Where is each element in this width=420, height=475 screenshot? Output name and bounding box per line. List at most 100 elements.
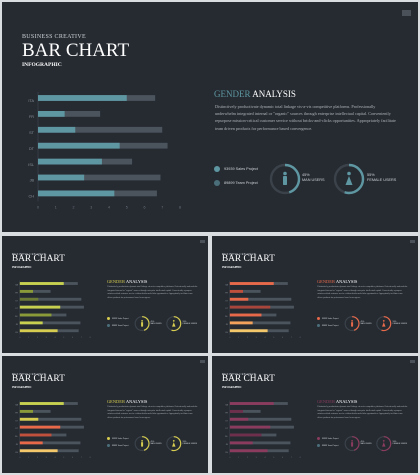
female-users-label: FEMALE USERS [392,323,408,326]
man-users-stat: 45% MAN USERS [151,321,162,326]
gender-analysis-heading: GENDER ANALYSIS [317,279,357,284]
man-users-pct: 45% [360,320,365,323]
description-paragraph: Distinctively productivate dynamic total… [317,405,408,419]
slide-subtitle: INFOGRAPHIC [221,385,242,389]
eyebrow-text: BUSINESS CREATIVE [11,251,47,256]
legend-label: 93939 Sales Project [111,437,129,440]
male-icon [351,442,354,447]
man-users-stat: 45% MAN USERS [302,173,325,183]
eyebrow-text: BUSINESS CREATIVE [221,371,257,376]
x-tick-label: 0 [19,337,20,339]
gender-analysis-heading: GENDER ANALYSIS [317,399,357,404]
bar-value [38,95,127,101]
man-users-pct: 45% [360,440,365,443]
female-icon [382,442,386,447]
slide-subtitle: INFOGRAPHIC [11,265,32,269]
bar-total [229,321,291,325]
legend-label: 93939 Sales Project [321,317,339,320]
eyebrow-text: BUSINESS CREATIVE [11,371,47,376]
category-label: ITA [15,404,19,407]
x-tick-label: 3 [256,337,257,339]
male-icon [283,176,287,185]
bar-total [229,297,292,301]
bar-total [229,441,291,445]
slide-5[interactable]: BUSINESS CREATIVE BAR CHART INFOGRAPHIC GEN… [212,356,418,473]
female-users-stat: 55% FEMALE USERS [183,441,197,446]
heading-word-2: ANALYSIS [252,89,296,99]
corner-mark [200,239,205,243]
category-label: FR [225,292,228,294]
legend-item: 93939 Sales Project [316,317,339,321]
female-gauge-arc [166,436,182,452]
bar-value [229,329,268,333]
category-label: FR [15,292,18,294]
legend-item: 93939 Sales Project [106,437,129,441]
x-tick-label: 2 [73,205,75,209]
female-users-label: FEMALE USERS [182,443,198,446]
x-tick-label: 3 [256,457,257,459]
bar-total [38,126,163,133]
legend-dot [316,317,320,321]
x-tick-label: 7 [161,205,163,209]
category-label: JB [16,444,19,446]
x-tick-label: 3 [46,457,47,459]
legend-label: 93939 Sales Project [224,167,258,171]
man-gauge-arc [134,436,150,452]
legend-item: 93939 Sales Project [106,317,129,321]
legend-dot [106,444,110,448]
legend-dot [316,324,320,328]
category-label: CH [29,195,35,199]
x-tick-label: 1 [55,205,57,209]
man-users-pct: 45% [150,440,155,443]
legend-dot [106,324,110,328]
man-gauge-arc [269,163,301,195]
legend-item: 89899 Team Project [316,324,339,328]
legend-label: 89899 Team Project [321,444,339,447]
category-label: ISL [225,316,228,318]
man-users-label: MAN USERS [360,323,372,326]
slide-3[interactable]: BUSINESS CREATIVE BAR CHART INFOGRAPHIC GEN… [212,236,418,353]
category-label: DT [225,308,228,310]
category-label: CH [225,452,228,454]
female-users-stat: 55% FEMALE USERS [183,321,197,326]
slide-2[interactable]: BUSINESS CREATIVE BAR CHART INFOGRAPHIC GEN… [2,236,208,353]
legend-label: 89899 Team Project [321,324,339,327]
legend-item: 93939 Sales Project [214,166,258,172]
x-tick-label: 2 [247,337,248,339]
bar-value [19,329,58,333]
slide-title: BAR CHART [11,254,65,265]
x-tick-label: 6 [72,337,73,339]
slide-subtitle: INFOGRAPHIC [22,62,62,68]
legend-item: 89899 Team Project [106,444,129,448]
heading-word-1: GENDER [316,399,335,405]
bar-total [19,297,82,301]
eyebrow-text: BUSINESS CREATIVE [221,251,257,256]
female-icon-head [382,320,385,322]
bar-value [229,425,271,429]
bar-chart: ITA FR ST DT ISL JB CH 0 1 2 3 4 5 6 7 8 [28,92,365,209]
category-label: DT [225,428,228,430]
man-users-label: MAN USERS [150,323,162,326]
x-tick-label: 8 [300,337,301,339]
male-icon-head [283,171,287,176]
man-gauge-arc [344,436,360,452]
category-label: ISL [225,436,228,438]
slide-4[interactable]: BUSINESS CREATIVE BAR CHART INFOGRAPHIC GEN… [2,356,208,473]
female-icon [345,176,353,185]
x-tick-label: 4 [108,205,110,209]
female-users-stat: 55% FEMALE USERS [393,441,407,446]
female-icon-head [347,171,351,176]
x-tick-label: 4 [54,457,55,459]
category-label: ST [225,300,228,302]
bar-value [38,111,65,117]
x-tick-label: 5 [63,337,64,339]
bar-chart: ITA FR ST DT ISL JB CH 0 1 2 3 4 5 6 7 8 [15,400,182,459]
bar-value [229,282,274,285]
female-icon-head [382,440,385,442]
legend-dot [214,166,220,172]
female-users-label: FEMALE USERS [367,178,397,182]
bar-value [38,158,102,165]
x-tick-label: 1 [238,457,239,459]
slide-1[interactable]: BUSINESS CREATIVE BAR CHART INFOGRAPHIC GEN… [2,2,418,232]
bar-value [38,190,115,197]
